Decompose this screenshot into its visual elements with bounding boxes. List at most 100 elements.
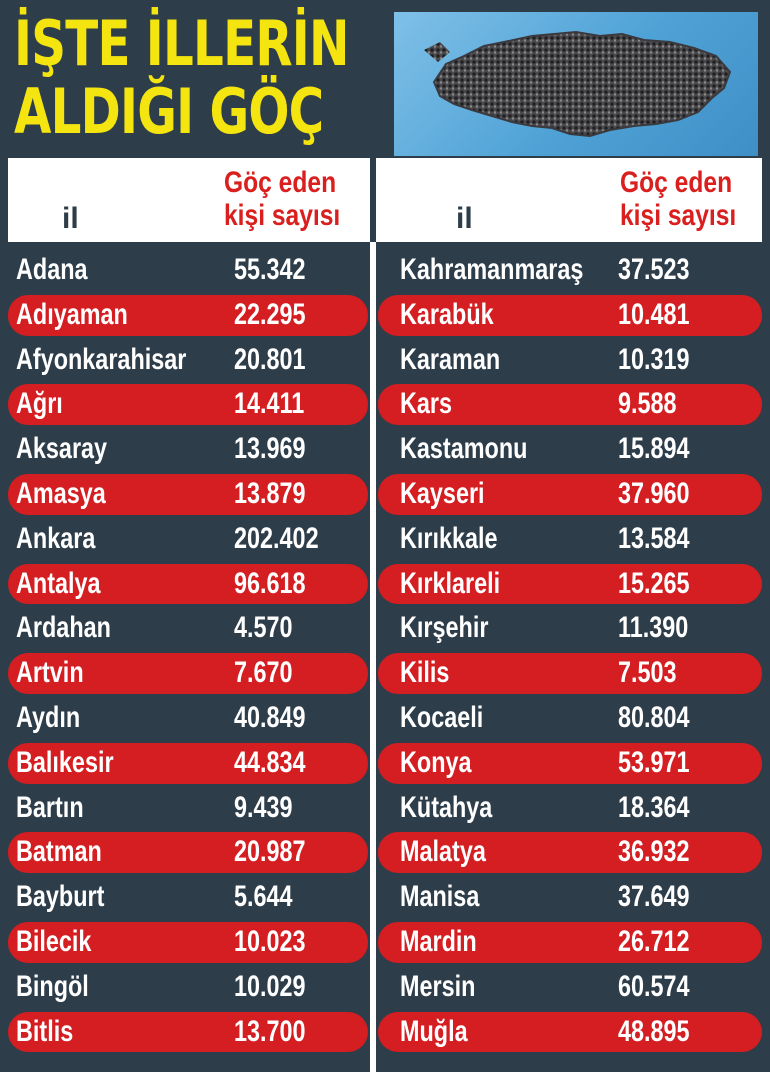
column-divider [370,242,376,1072]
province-name: Karabük [400,297,494,331]
row-highlight [8,653,368,694]
migrant-count: 5.644 [234,880,293,914]
migrant-count: 37.960 [618,476,690,510]
migrant-count: 20.987 [234,835,306,869]
header: İŞTE İLLERİN ALDIĞI GÖÇ [8,8,762,156]
migrant-count: 10.319 [618,342,690,376]
province-name: Bartın [16,790,84,824]
migrant-count: 7.670 [234,656,293,690]
row-highlight [378,653,762,694]
table-row: Adıyaman 22.295 [8,293,368,338]
province-name: Antalya [16,566,101,600]
migrant-count: 10.481 [618,297,690,331]
migrant-count: 60.574 [618,969,690,1003]
migrant-count: 37.523 [618,253,690,286]
row-highlight [378,921,762,963]
turkey-map-crowd-image [394,12,758,156]
table-row: Bitlis 13.700 [8,1010,368,1055]
migrant-count: 4.570 [234,611,293,645]
row-highlight [8,473,368,515]
migrant-count: 80.804 [618,700,690,734]
row-highlight [8,742,368,784]
count-column-label: Göç eden kişi sayısı [620,166,736,232]
province-name: Bingöl [16,969,89,1003]
row-highlight [378,473,762,515]
province-name: Kütahya [400,790,493,824]
table-row: Balıkesir 44.834 [8,741,368,786]
migrant-count: 22.295 [234,297,306,331]
migrant-count: 202.402 [234,521,319,555]
province-name: Malatya [400,835,486,869]
il-column-label: il [456,202,473,235]
province-name: Balıkesir [16,745,114,779]
province-name: Kırklareli [400,566,501,600]
province-list-left: Adana 55.342 Adıyaman 22.295 Afyonkarahisar 2… [8,248,368,1054]
table-row: Karabük 10.481 [378,293,762,338]
table-row: Karaman 10.319 [378,338,762,383]
province-name: Aksaray [16,432,108,466]
table-row: Kars 9.588 [378,382,762,427]
migrant-count: 13.584 [618,521,690,555]
province-name: Aydın [16,700,81,734]
province-name: Mardin [400,924,477,958]
migrant-count: 36.932 [618,835,690,869]
migrant-count: 9.588 [618,387,677,421]
migrant-count: 13.879 [234,476,306,510]
table-row: Bingöl 10.029 [8,965,368,1010]
migrant-count: 37.649 [618,880,690,914]
table-row: Malatya 36.932 [378,830,762,875]
province-name: Kilis [400,656,450,690]
province-name: Kocaeli [400,700,484,734]
province-name: Konya [400,745,472,779]
migrant-count: 44.834 [234,745,306,779]
row-highlight [378,384,762,426]
province-name: Kırşehir [400,611,489,645]
migrant-count: 53.971 [618,745,690,779]
province-name: Bayburt [16,880,105,914]
migrant-count: 11.390 [618,611,689,645]
province-name: Artvin [16,656,84,690]
migrant-count: 26.712 [618,924,690,958]
migrant-count: 10.029 [234,969,306,1003]
province-name: Adana [16,253,88,286]
province-name: Afyonkarahisar [16,342,187,376]
migrant-count: 13.969 [234,432,306,466]
row-highlight [8,384,368,426]
province-name: Bilecik [16,924,92,958]
table-row: Mardin 26.712 [378,920,762,965]
table-row: Ankara 202.402 [8,517,368,562]
province-name: Kahramanmaraş [400,253,584,286]
count-column-label-line-2: kişi sayısı [620,199,737,232]
row-highlight [378,832,762,874]
row-highlight [378,294,762,336]
province-name: Batman [16,835,102,869]
column-header-left: il Göç eden kişi sayısı [8,158,370,242]
row-highlight [8,1011,368,1053]
count-column-label: Göç eden kişi sayısı [224,166,340,232]
il-column-label: il [62,202,79,235]
table-row: Artvin 7.670 [8,651,368,696]
province-name: Ankara [16,521,96,555]
table-row: Kütahya 18.364 [378,786,762,831]
migrant-count: 10.023 [234,924,306,958]
province-name: Ardahan [16,611,111,645]
row-highlight [378,742,762,784]
province-list-right: Kahramanmaraş 37.523 Karabük 10.481 Karaman 1… [378,248,762,1054]
table-row: Aydın 40.849 [8,696,368,741]
table-row: Adana 55.342 [8,248,368,293]
row-highlight [8,294,368,336]
migrant-count: 55.342 [234,253,306,286]
province-name: Bitlis [16,1014,74,1048]
province-name: Adıyaman [16,297,128,331]
row-highlight [378,563,762,605]
table-row: Kırşehir 11.390 [378,606,762,651]
province-name: Mersin [400,969,476,1003]
migrant-count: 48.895 [618,1014,690,1048]
table-row: Ardahan 4.570 [8,606,368,651]
province-name: Karaman [400,342,501,376]
table-row: Ağrı 14.411 [8,382,368,427]
migrant-count: 14.411 [234,387,305,421]
migrant-count: 13.700 [234,1014,306,1048]
province-name: Kırıkkale [400,521,498,555]
province-name: Amasya [16,476,106,510]
